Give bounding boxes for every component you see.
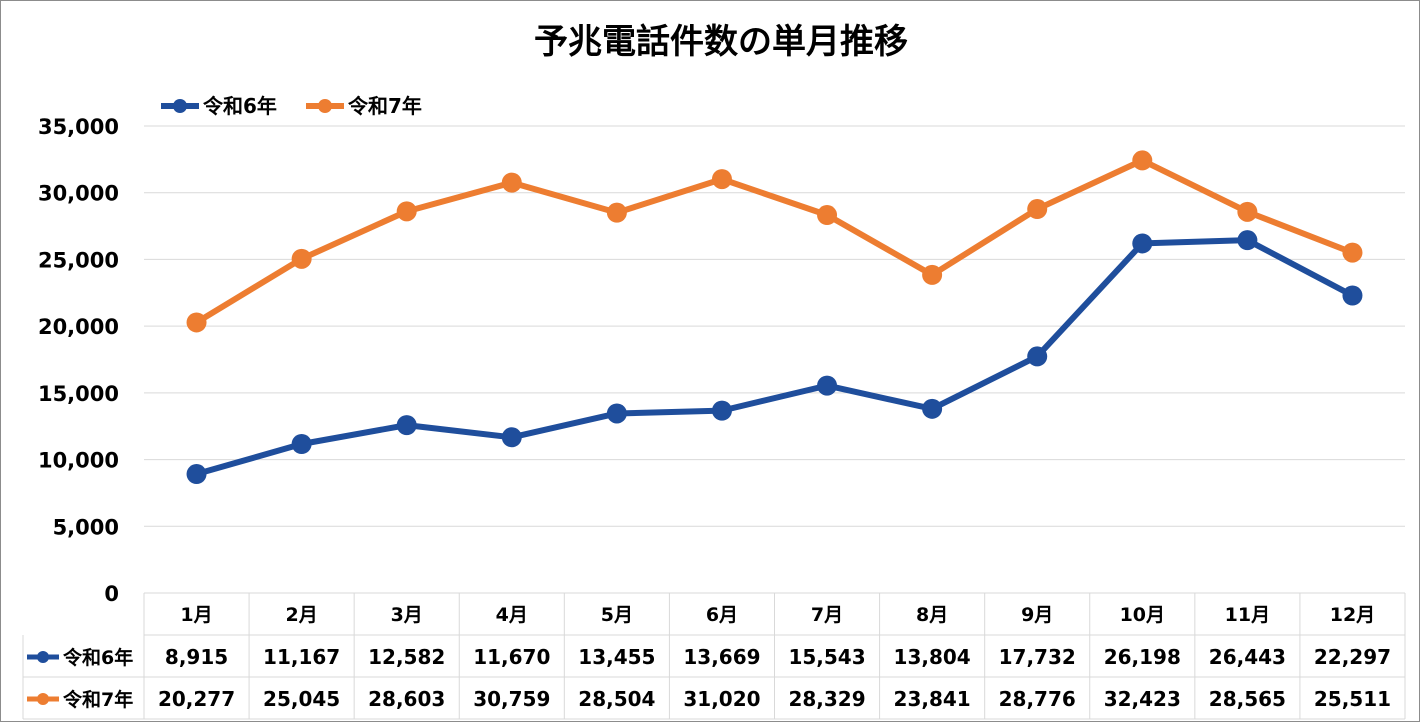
data-point-s2-1 [186,312,207,333]
table-key-marker-2 [37,693,49,705]
table-cell-s1-5: 13,455 [578,645,655,669]
table-key-marker-1 [37,651,49,663]
table-cell-s1-7: 15,543 [788,645,865,669]
data-point-s1-11 [1237,230,1258,251]
table-cell-s2-12: 25,511 [1314,687,1391,711]
x-tick-label: 11月 [1225,604,1270,626]
series-line-2 [193,157,1356,326]
x-tick-label: 5月 [601,604,633,626]
table-cell-s2-3: 28,603 [368,687,445,711]
x-tick-label: 3月 [391,604,423,626]
table-cell-s1-3: 12,582 [368,645,445,669]
data-point-s1-9 [1027,346,1048,367]
data-point-s2-9 [1027,199,1048,220]
x-tick-label: 7月 [811,604,843,626]
data-point-s2-6 [711,169,732,190]
y-tick-label: 35,000 [38,115,119,139]
table-cell-s2-1: 20,277 [158,687,235,711]
table-cell-s1-6: 13,669 [683,645,760,669]
data-point-s2-4 [501,172,522,193]
table-cell-s1-2: 11,167 [263,645,340,669]
table-cell-s2-9: 28,776 [999,687,1076,711]
data-point-s1-6 [711,400,732,421]
legend-label-2: 令和7年 [348,94,422,118]
data-point-s1-4 [501,427,522,448]
legend-swatch-marker-2 [318,99,332,113]
table-cell-s1-4: 11,670 [473,645,550,669]
legend-label-1: 令和6年 [203,94,277,118]
table-cell-s2-2: 25,045 [263,687,340,711]
y-tick-label: 5,000 [53,515,119,539]
table-cell-s1-10: 26,198 [1104,645,1181,669]
x-tick-label: 9月 [1021,604,1053,626]
data-point-s1-7 [817,375,838,396]
data-point-s2-3 [396,201,417,222]
table-cell-s2-7: 28,329 [788,687,865,711]
legend-swatch-marker-1 [173,99,187,113]
x-tick-label: 4月 [496,604,528,626]
x-tick-label: 1月 [180,604,212,626]
y-tick-label: 25,000 [38,248,119,272]
data-point-s2-10 [1132,150,1153,171]
y-tick-label: 10,000 [38,449,119,473]
data-point-s1-8 [922,398,943,419]
data-point-s1-1 [186,464,207,485]
x-tick-label: 2月 [286,604,318,626]
series-line-1 [193,237,1356,478]
y-tick-label: 30,000 [38,182,119,206]
table-row-label-1: 令和6年 [63,646,133,669]
table-cell-s2-10: 32,423 [1104,687,1181,711]
x-tick-label: 10月 [1120,604,1165,626]
table-cell-s2-11: 28,565 [1209,687,1286,711]
y-tick-label: 0 [104,582,119,606]
table-cell-s1-8: 13,804 [894,645,971,669]
table-cell-s1-12: 22,297 [1314,645,1391,669]
data-point-s2-11 [1237,201,1258,222]
data-point-s1-3 [396,415,417,436]
table-cell-s1-9: 17,732 [999,645,1076,669]
x-tick-label: 6月 [706,604,738,626]
data-point-s2-12 [1342,242,1363,263]
table-cell-s1-1: 8,915 [165,645,228,669]
data-point-s1-5 [606,403,627,424]
table-cell-s2-6: 31,020 [683,687,760,711]
table-cell-s1-11: 26,443 [1209,645,1286,669]
data-point-s2-2 [291,248,312,269]
data-point-s2-7 [817,205,838,226]
chart-title: 予兆電話件数の単月推移 [534,22,908,62]
table-cell-s2-5: 28,504 [578,687,655,711]
x-tick-label: 8月 [916,604,948,626]
y-tick-label: 20,000 [38,315,119,339]
y-tick-label: 15,000 [38,382,119,406]
table-cell-s2-8: 23,841 [894,687,971,711]
table-cell-s2-4: 30,759 [473,687,550,711]
table-row-label-2: 令和7年 [63,688,133,711]
data-point-s1-2 [291,434,312,455]
data-point-s2-8 [922,264,943,285]
data-point-s1-10 [1132,233,1153,254]
data-point-s1-12 [1342,285,1363,306]
x-tick-label: 12月 [1330,604,1375,626]
data-point-s2-5 [606,202,627,223]
